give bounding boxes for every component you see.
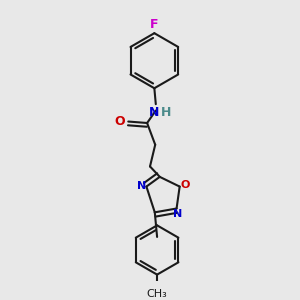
Text: H: H xyxy=(161,106,171,119)
Text: N: N xyxy=(136,181,146,191)
Text: O: O xyxy=(115,115,125,128)
Text: N: N xyxy=(149,106,160,119)
Text: F: F xyxy=(150,18,159,31)
Text: CH₃: CH₃ xyxy=(147,289,167,298)
Text: N: N xyxy=(173,209,183,219)
Text: O: O xyxy=(180,180,190,190)
